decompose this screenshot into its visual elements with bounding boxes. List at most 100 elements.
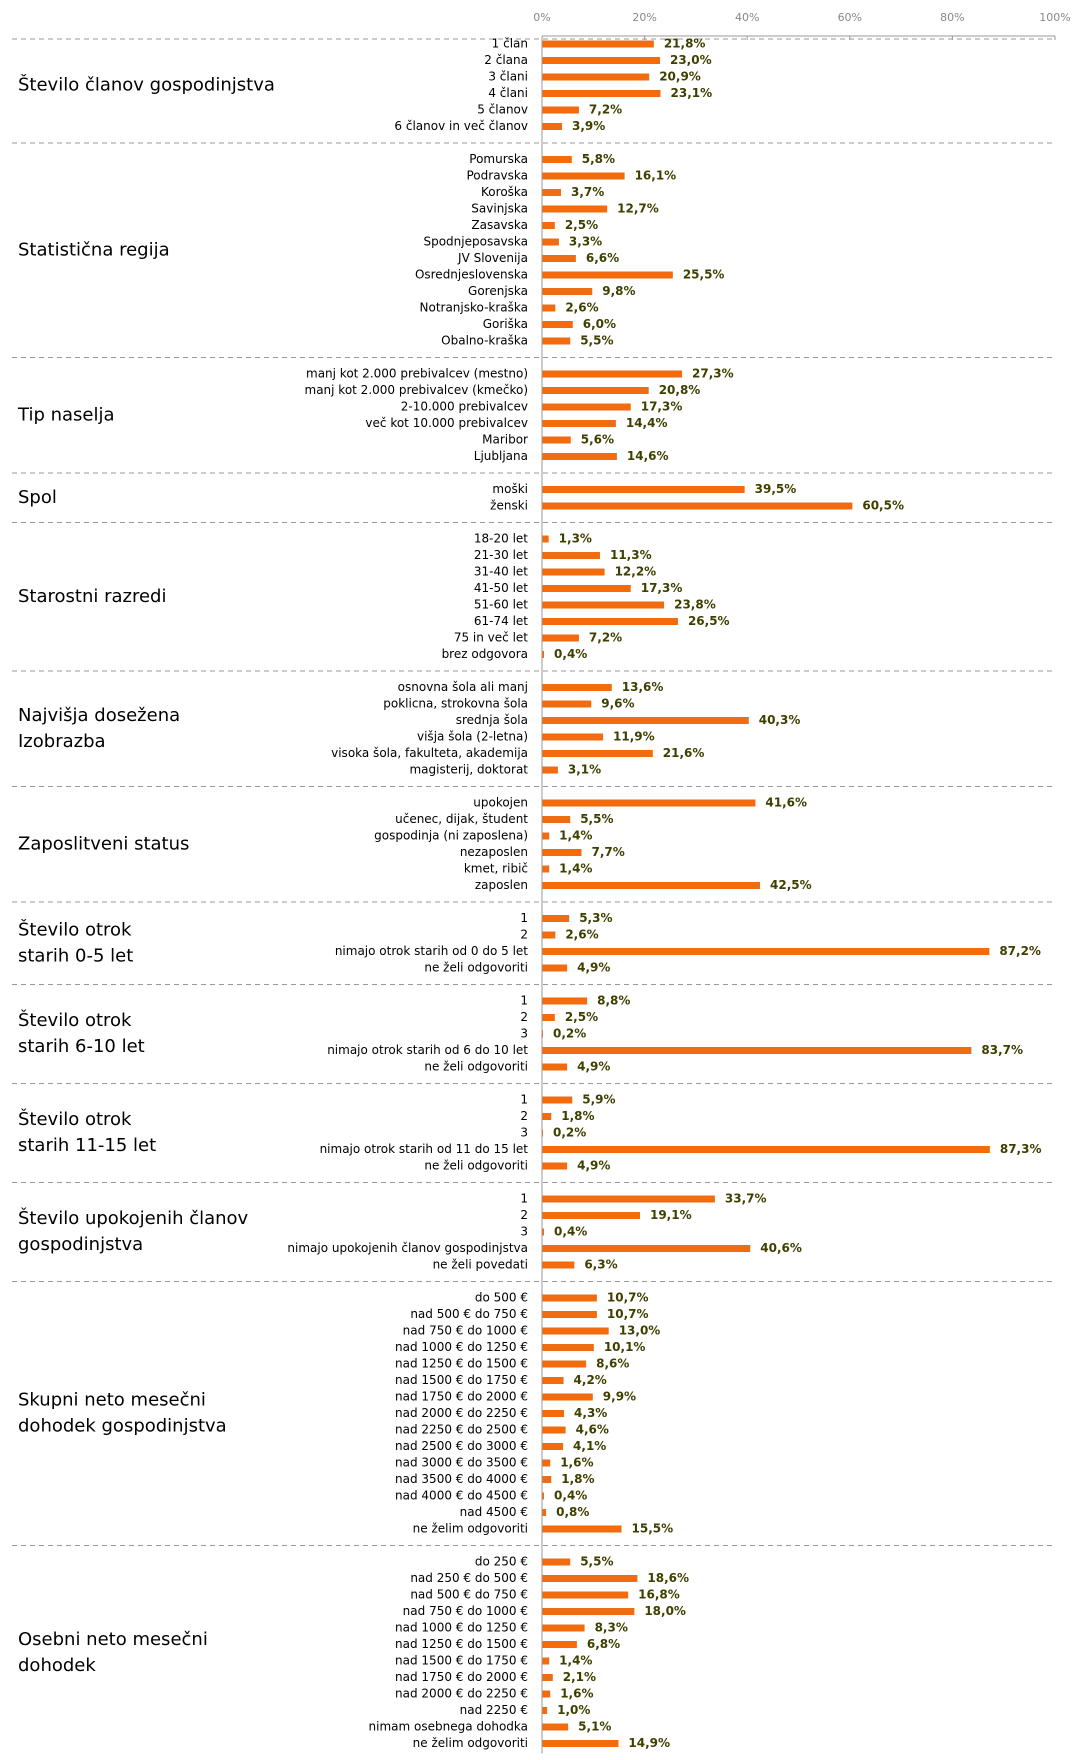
bar: [542, 486, 745, 493]
bar: [542, 453, 617, 460]
bar: [542, 1245, 751, 1252]
value-label: 8,8%: [597, 994, 630, 1008]
category-label: zaposlen: [475, 878, 528, 892]
bar: [542, 915, 570, 922]
category-label: nad 1500 € do 1750 €: [395, 1373, 528, 1387]
category-label: nad 2250 €: [460, 1703, 528, 1717]
group-label: starih 0-5 let: [18, 945, 133, 966]
value-label: 21,6%: [663, 746, 705, 760]
value-label: 10,7%: [607, 1307, 649, 1321]
bar: [542, 849, 582, 856]
category-label: nad 2000 € do 2250 €: [395, 1406, 528, 1420]
bar: [542, 205, 608, 213]
group-label: Zaposlitveni status: [18, 833, 189, 854]
bar: [542, 238, 559, 246]
bar: [542, 1327, 609, 1335]
category-label: 1: [520, 994, 528, 1008]
category-label: manj kot 2.000 prebivalcev (kmečko): [305, 383, 529, 397]
x-tick-label: 60%: [838, 11, 862, 24]
category-label: nad 1000 € do 1250 €: [395, 1340, 528, 1354]
value-label: 5,5%: [580, 1555, 613, 1569]
group-label: Osebni neto mesečni: [18, 1629, 208, 1650]
x-tick-label: 20%: [632, 11, 656, 24]
category-label: nad 3000 € do 3500 €: [395, 1456, 528, 1470]
bar: [542, 1525, 622, 1533]
category-label: 3: [520, 1126, 528, 1140]
category-label: upokojen: [473, 796, 528, 810]
bar: [542, 651, 545, 658]
value-label: 1,3%: [559, 532, 592, 546]
bar: [542, 1657, 550, 1665]
value-label: 23,1%: [671, 86, 713, 100]
value-label: 40,3%: [759, 713, 801, 727]
category-label: 1: [520, 1192, 528, 1206]
category-label: 41-50 let: [474, 581, 528, 595]
value-label: 6,8%: [587, 1637, 620, 1651]
bar: [542, 964, 568, 972]
category-label: Koroška: [481, 185, 528, 199]
bar: [542, 733, 604, 741]
value-label: 1,4%: [559, 862, 592, 876]
category-label: gospodinja (ni zaposlena): [374, 829, 528, 843]
value-label: 23,0%: [670, 53, 712, 67]
bar: [542, 1195, 715, 1203]
value-label: 7,2%: [589, 103, 622, 117]
category-label: 6 članov in več članov: [394, 119, 528, 133]
category-label: višja šola (2-letna): [417, 730, 528, 744]
category-label: 1 član: [492, 37, 528, 51]
x-tick-label: 80%: [940, 11, 964, 24]
category-label: 2: [520, 1010, 528, 1024]
value-label: 12,2%: [615, 565, 657, 579]
value-label: 4,9%: [577, 1060, 610, 1074]
value-label: 6,0%: [583, 317, 616, 331]
value-label: 9,9%: [603, 1390, 636, 1404]
category-label: nad 750 € do 1000 €: [403, 1604, 528, 1618]
category-label: ne želim odgovoriti: [413, 1736, 528, 1750]
bar: [542, 40, 654, 48]
value-label: 5,5%: [580, 812, 613, 826]
category-label: nad 4500 €: [460, 1505, 528, 1519]
value-label: 3,9%: [572, 119, 605, 133]
bar: [542, 1740, 619, 1747]
category-label: ne želi povedati: [433, 1258, 528, 1272]
bar: [542, 255, 576, 262]
bar: [542, 1146, 990, 1153]
category-label: do 250 €: [475, 1555, 528, 1569]
bar: [542, 832, 550, 840]
category-label: ne želim odgovoriti: [413, 1522, 528, 1536]
category-label: 1: [520, 1093, 528, 1107]
category-label: poklicna, strokovna šola: [383, 697, 528, 711]
bar: [542, 90, 661, 97]
value-label: 20,8%: [659, 383, 701, 397]
value-label: 7,2%: [589, 631, 622, 645]
group-label: Število otrok: [18, 1009, 132, 1031]
bar: [542, 57, 660, 64]
bar: [542, 123, 563, 130]
bar: [542, 684, 612, 691]
bar: [542, 1014, 555, 1021]
category-label: Osrednjeslovenska: [415, 268, 528, 282]
value-label: 0,4%: [554, 1489, 587, 1503]
value-label: 0,4%: [554, 647, 587, 661]
category-label: do 500 €: [475, 1291, 528, 1305]
value-label: 25,5%: [683, 268, 725, 282]
category-label: Notranjsko-kraška: [420, 301, 529, 315]
value-label: 4,1%: [573, 1439, 606, 1453]
category-label: Zasavska: [471, 218, 528, 232]
value-label: 6,3%: [584, 1258, 617, 1272]
bar: [542, 1377, 564, 1384]
bar: [542, 882, 761, 889]
value-label: 42,5%: [770, 878, 812, 892]
category-label: nad 4000 € do 4500 €: [395, 1489, 528, 1503]
category-label: 3: [520, 1225, 528, 1239]
bar: [542, 1723, 569, 1731]
bar: [542, 1212, 640, 1219]
category-label: več kot 10.000 prebivalcev: [365, 416, 528, 430]
value-label: 1,4%: [559, 1654, 592, 1668]
category-label: Obalno-kraška: [441, 334, 528, 348]
bar: [542, 370, 683, 378]
value-label: 2,6%: [565, 928, 598, 942]
group-label: Število upokojenih članov: [18, 1207, 249, 1229]
bar: [542, 1129, 544, 1137]
value-label: 40,6%: [760, 1241, 802, 1255]
